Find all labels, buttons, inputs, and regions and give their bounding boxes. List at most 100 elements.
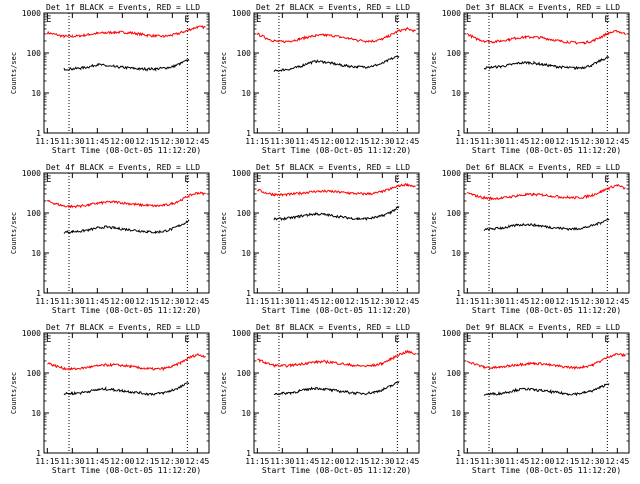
panel-title: Det 5f BLACK = Events, RED = LLD [256, 163, 410, 172]
y-tick-label: 1000 [442, 329, 461, 338]
x-tick-label: 12:00 [320, 137, 344, 146]
x-tick-label: 11:15 [245, 457, 269, 466]
series-events-line [483, 56, 610, 71]
plot-frame [463, 172, 630, 294]
x-tick-label: 11:45 [295, 457, 319, 466]
x-tick-label: 12:15 [555, 457, 579, 466]
x-tick-label: 12:45 [605, 297, 629, 306]
x-tick-label: 12:00 [530, 137, 554, 146]
series-events-line [483, 218, 610, 232]
x-tick-label: 11:30 [270, 137, 294, 146]
x-tick-label: 12:45 [185, 297, 209, 306]
panel-title: Det 6f BLACK = Events, RED = LLD [466, 163, 620, 172]
time-marker-label: E [184, 335, 189, 345]
panel-title: Det 1f BLACK = Events, RED = LLD [46, 3, 200, 12]
x-tick-label: 12:45 [395, 457, 419, 466]
y-tick-label: 100 [27, 369, 42, 378]
x-tick-label: 11:45 [295, 137, 319, 146]
x-tick-label: 12:30 [370, 297, 394, 306]
x-tick-label: 11:30 [480, 457, 504, 466]
time-marker-label: E [184, 175, 189, 185]
y-axis-label: Counts/sec [220, 372, 228, 414]
y-tick-label: 1 [36, 449, 41, 458]
time-marker-label: E [604, 335, 609, 345]
y-tick-label: 10 [241, 249, 251, 258]
x-tick-label: 12:15 [135, 297, 159, 306]
y-axis-label: Counts/sec [10, 52, 18, 94]
x-tick-label: 11:30 [60, 457, 84, 466]
y-tick-label: 1000 [22, 9, 41, 18]
y-tick-label: 1 [246, 129, 251, 138]
time-marker-label: E [394, 335, 399, 345]
x-tick-label: 12:15 [135, 137, 159, 146]
x-tick-label: 12:30 [160, 457, 184, 466]
x-tick-label: 11:30 [270, 457, 294, 466]
corner-label: E [466, 175, 471, 185]
panel-3: Det 3f BLACK = Events, RED = LLD 1 10 100 10… [430, 3, 630, 155]
y-tick-label: 100 [27, 209, 42, 218]
x-tick-label: 11:45 [85, 457, 109, 466]
x-axis-label: Start Time (08-Oct-05 11:12:20) [52, 466, 201, 475]
y-tick-label: 1 [36, 129, 41, 138]
y-tick-label: 100 [447, 209, 462, 218]
y-tick-label: 1 [246, 289, 251, 298]
x-tick-label: 12:30 [580, 137, 604, 146]
panel-title: Det 4f BLACK = Events, RED = LLD [46, 163, 200, 172]
x-tick-label: 12:30 [160, 297, 184, 306]
y-tick-label: 1000 [442, 9, 461, 18]
x-tick-label: 11:45 [85, 297, 109, 306]
series-lld-line [46, 191, 206, 209]
panel-title: Det 9f BLACK = Events, RED = LLD [466, 323, 620, 332]
x-axis-label: Start Time (08-Oct-05 11:12:20) [472, 146, 621, 155]
series-lld-line [47, 353, 206, 372]
y-tick-label: 10 [241, 409, 251, 418]
y-tick-label: 1000 [442, 169, 461, 178]
plot-frame [253, 332, 420, 454]
x-tick-label: 12:30 [370, 137, 394, 146]
series-events-line [273, 206, 400, 222]
series-lld-line [257, 349, 417, 368]
panel-7: Det 7f BLACK = Events, RED = LLD 1 10 100 10… [10, 323, 210, 475]
y-axis-label: Counts/sec [430, 372, 438, 414]
y-tick-label: 10 [241, 89, 251, 98]
series-lld-line [466, 30, 627, 45]
panel-4: Det 4f BLACK = Events, RED = LLD 1 10 100 10… [10, 163, 210, 315]
y-axis-label: Counts/sec [220, 212, 228, 254]
time-marker-label: E [604, 175, 609, 185]
x-tick-label: 12:00 [530, 457, 554, 466]
y-tick-label: 1 [456, 449, 461, 458]
x-tick-label: 11:30 [60, 297, 84, 306]
y-tick-label: 1000 [232, 329, 251, 338]
series-lld-line [46, 25, 206, 39]
time-marker-label: E [604, 15, 609, 25]
x-tick-label: 12:45 [185, 457, 209, 466]
plot-frame [463, 12, 630, 134]
x-tick-label: 11:45 [505, 457, 529, 466]
y-tick-label: 1000 [22, 329, 41, 338]
plot-frame [43, 172, 210, 294]
x-tick-label: 12:30 [580, 297, 604, 306]
x-axis-label: Start Time (08-Oct-05 11:12:20) [262, 306, 411, 315]
series-events-line [273, 381, 400, 396]
x-axis-label: Start Time (08-Oct-05 11:12:20) [262, 466, 411, 475]
series-events-line [63, 58, 190, 73]
y-tick-label: 1000 [22, 169, 41, 178]
x-tick-label: 12:45 [605, 137, 629, 146]
x-tick-label: 11:30 [480, 297, 504, 306]
corner-label: E [256, 15, 261, 25]
x-tick-label: 12:30 [160, 137, 184, 146]
x-axis-label: Start Time (08-Oct-05 11:12:20) [262, 146, 411, 155]
x-tick-label: 11:30 [60, 137, 84, 146]
x-axis-label: Start Time (08-Oct-05 11:12:20) [472, 466, 621, 475]
panel-title: Det 7f BLACK = Events, RED = LLD [46, 323, 200, 332]
plot-frame [253, 12, 420, 134]
x-tick-label: 12:30 [580, 457, 604, 466]
corner-label: E [46, 15, 51, 25]
panel-title: Det 8f BLACK = Events, RED = LLD [256, 323, 410, 332]
x-tick-label: 12:15 [555, 137, 579, 146]
y-tick-label: 100 [237, 49, 252, 58]
x-tick-label: 12:45 [605, 457, 629, 466]
series-events-line [273, 55, 400, 72]
y-axis-label: Counts/sec [430, 52, 438, 94]
